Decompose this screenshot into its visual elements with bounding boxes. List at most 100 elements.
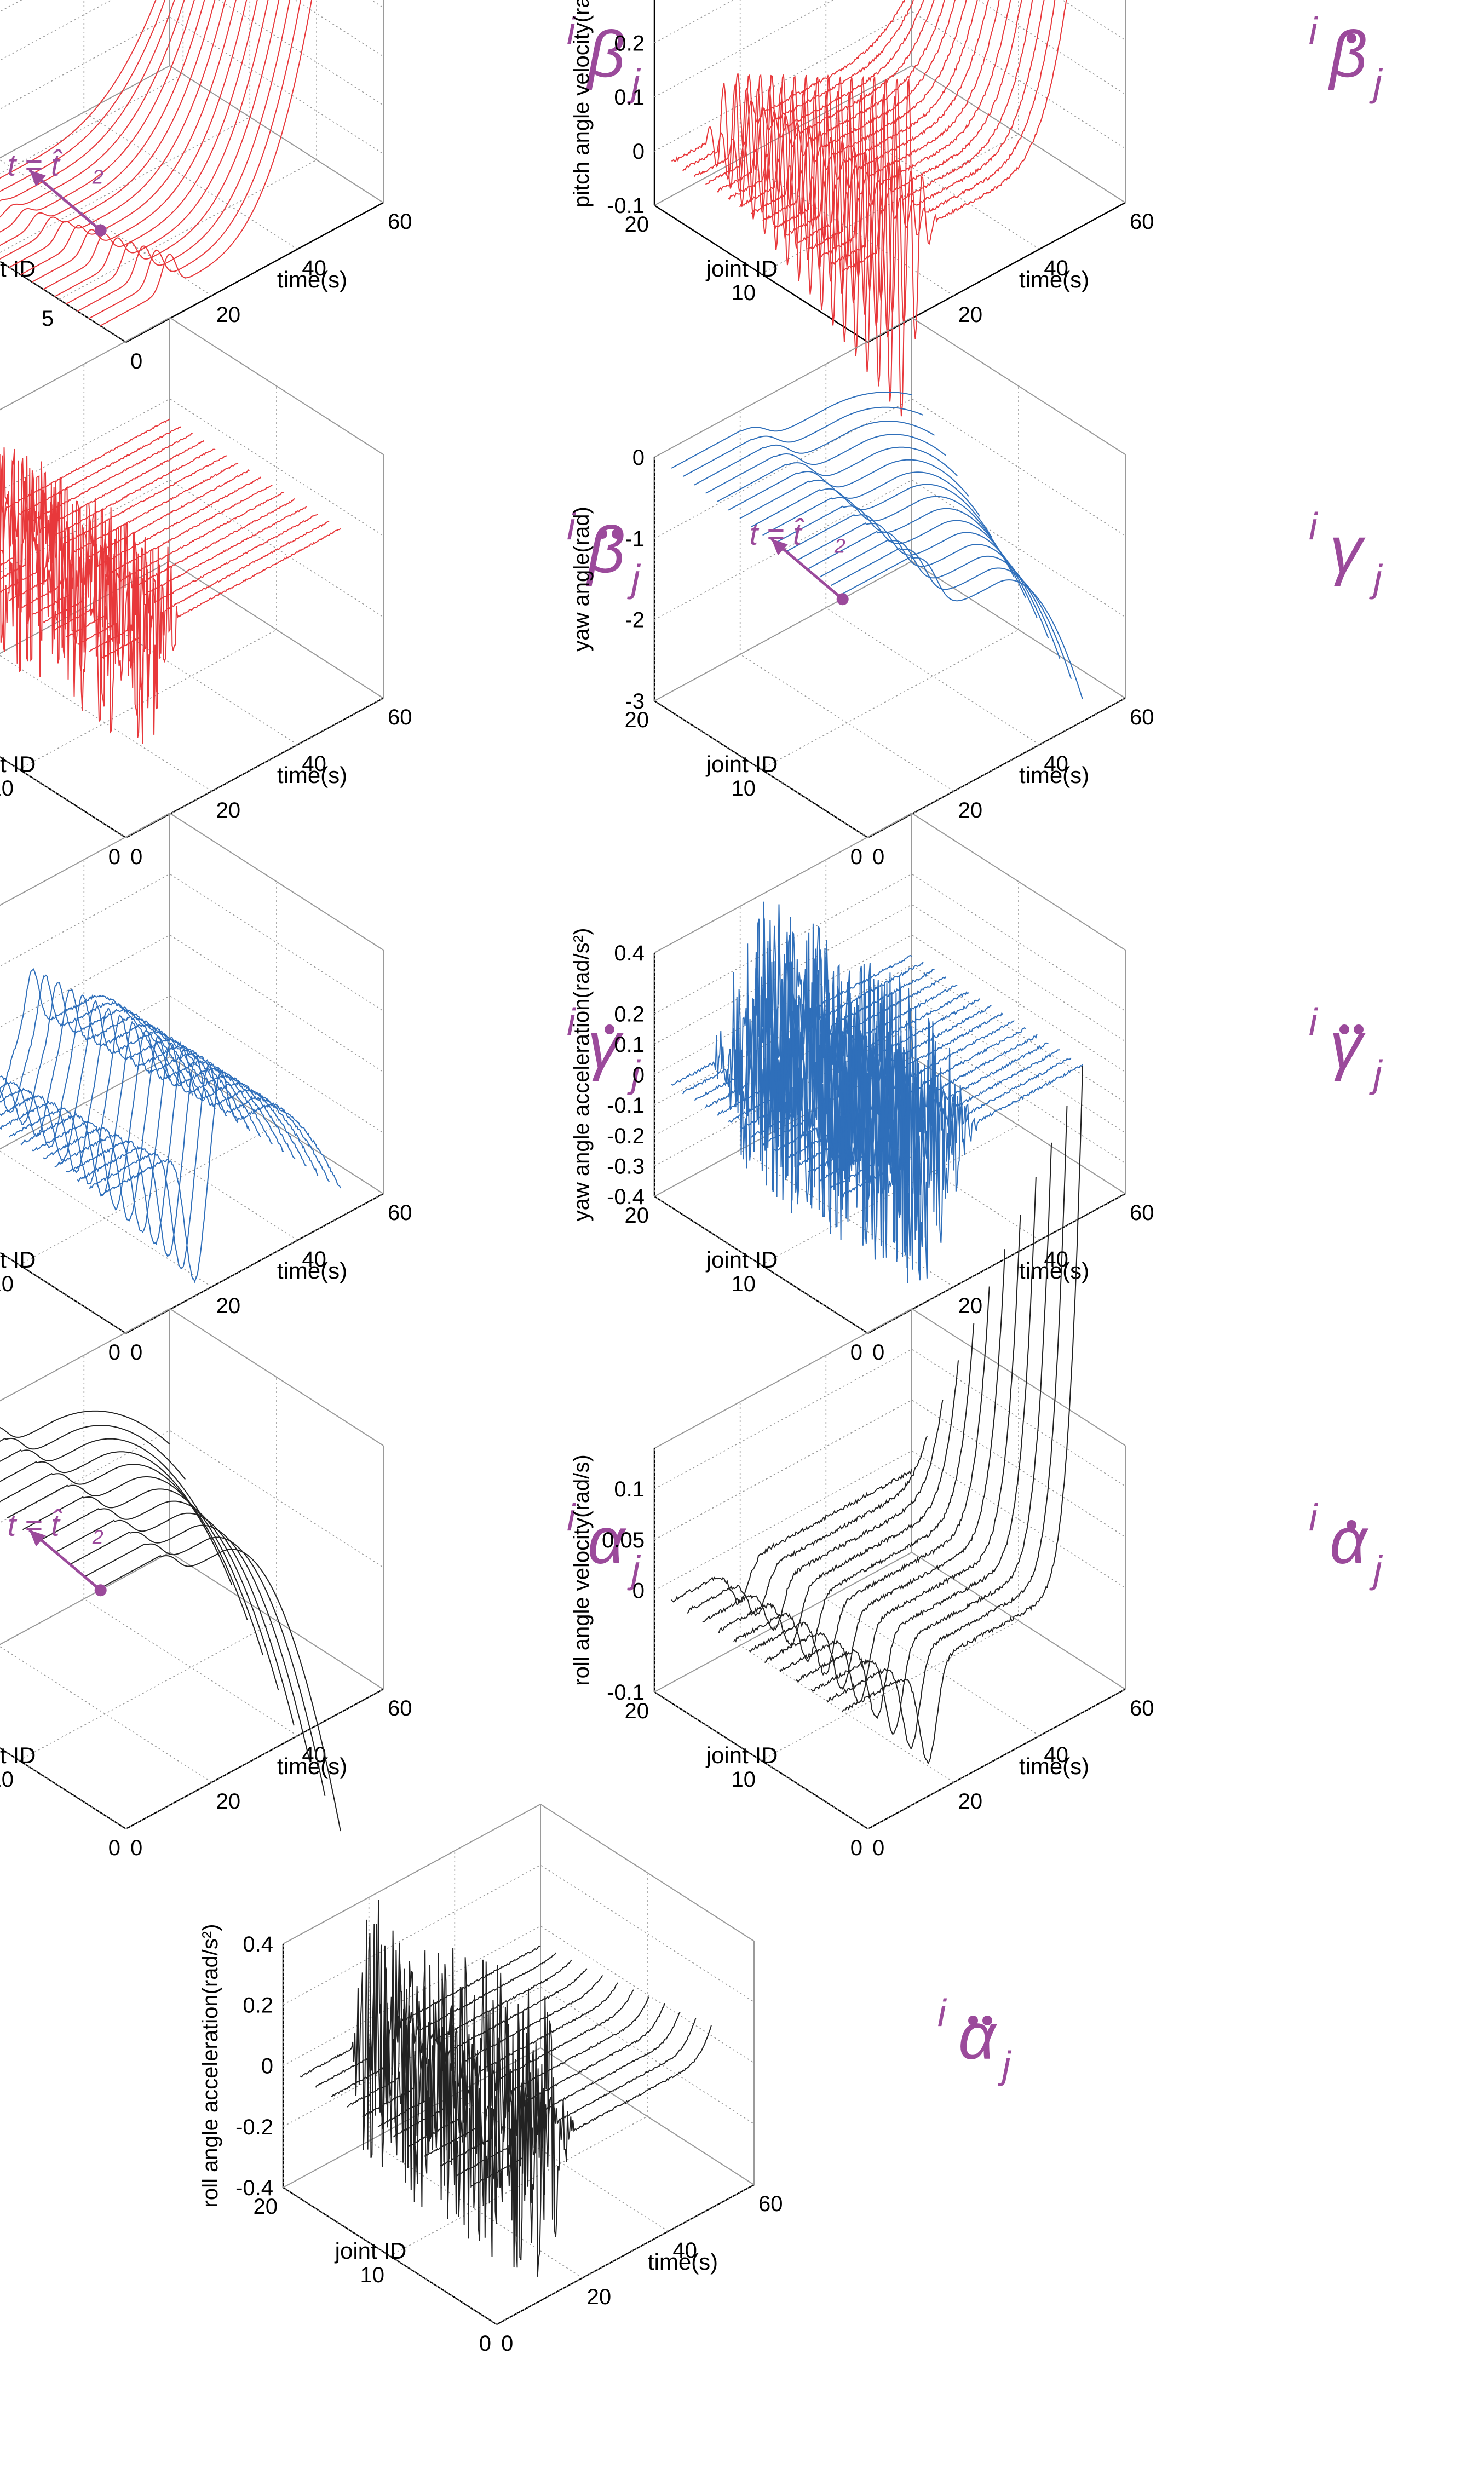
annotation-label: t = t̂ — [8, 148, 63, 182]
x-tick-label: 20 — [958, 1789, 983, 1814]
y-gridline — [654, 65, 1126, 206]
annotation-subscript: 2 — [834, 534, 845, 557]
y-tick-label: -0.3 — [607, 1154, 645, 1178]
x-tick-label: 0 — [130, 349, 142, 373]
series-line — [66, 1048, 307, 1245]
series-line — [0, 455, 227, 677]
series-line — [0, 1451, 217, 1550]
joint-tick-label: 20 — [625, 1204, 649, 1228]
joint-tick-label: 10 — [732, 1768, 756, 1792]
box-edge — [0, 1308, 170, 1402]
series-line — [694, 421, 935, 486]
x-axis-label: time(s) — [1019, 1258, 1089, 1283]
joint-axis-label: joint ID — [0, 256, 36, 281]
series-line — [0, 982, 193, 1125]
box-edge — [0, 813, 170, 906]
joint-gridline — [867, 1193, 1126, 1334]
series-line — [774, 964, 1015, 1246]
y-axis-label: yaw angle(rad) — [570, 506, 594, 652]
series-line — [0, 440, 205, 672]
x-tick-label: 20 — [958, 798, 983, 822]
symbol-main: γ — [1330, 1009, 1366, 1082]
x-tick-label: 20 — [958, 1294, 983, 1318]
derivative-dot — [1347, 33, 1356, 43]
y-tick-label: 0.4 — [243, 1932, 273, 1956]
y-gridline — [654, 1349, 1126, 1489]
x-tick-label: 20 — [216, 1294, 241, 1318]
series-line — [671, 1469, 912, 1604]
x-gridline — [911, 1552, 1126, 1690]
time-axis-line — [125, 202, 384, 343]
x-gridline — [911, 65, 1126, 203]
series-line — [0, 0, 205, 246]
y-gridline — [654, 0, 1126, 97]
x-tick-label: 20 — [216, 303, 241, 327]
series-line — [43, 0, 258, 290]
symbol-main: α — [588, 1504, 627, 1578]
y-gridline — [654, 11, 1126, 152]
annotation-arrowhead — [29, 170, 46, 187]
series-line — [779, 1215, 1021, 1703]
time-axis-line — [867, 202, 1126, 343]
series-line — [20, 476, 262, 697]
y-gridline — [654, 813, 1126, 953]
series-line — [77, 514, 318, 738]
x-tick-label: 60 — [388, 210, 412, 234]
series-line — [739, 0, 967, 281]
x-tick-label: 60 — [388, 1696, 412, 1720]
derivative-dot — [982, 2016, 992, 2025]
symbol-superscript-i: i — [567, 1496, 577, 1539]
symbol-subscript-j: j — [1369, 61, 1383, 104]
series-line — [0, 999, 227, 1162]
series-line — [728, 0, 956, 266]
x-gridline — [740, 1645, 954, 1783]
x-gridline — [0, 1150, 212, 1287]
series-line — [43, 492, 284, 723]
series-line — [88, 520, 330, 744]
y-tick-label: 0 — [261, 2054, 273, 2079]
x-tick-label: 0 — [501, 2332, 513, 2356]
y-gridline — [0, 0, 384, 106]
y-tick-label: 0 — [632, 140, 645, 164]
joint-tick-label: 0 — [108, 845, 120, 869]
joint-tick-label: 20 — [625, 212, 649, 237]
x-gridline — [83, 1103, 298, 1241]
series-line — [53, 1512, 295, 1726]
series-line — [842, 556, 1083, 700]
symbol-superscript-i: i — [567, 1000, 577, 1043]
joint-axis-label: joint ID — [0, 1247, 36, 1273]
joint-axis-label: joint ID — [705, 1742, 778, 1768]
box-edge — [654, 1308, 912, 1449]
series-line — [751, 484, 992, 537]
series-line — [7, 1476, 248, 1620]
x-tick-label: 40 — [1044, 1743, 1068, 1767]
joint-tick-label: 20 — [625, 708, 649, 732]
x-gridline — [654, 1196, 868, 1334]
series-line — [796, 0, 1022, 356]
chart-panel: -0.1 0 0.1 0.2 0.3 20 40 60 10 20 pitch angle velo… — [570, 0, 1383, 417]
derivative-dot — [1347, 1520, 1356, 1530]
x-tick-label: 60 — [388, 1201, 412, 1225]
joint-gridline — [19, 1620, 277, 1761]
joint-axis-line — [0, 261, 126, 343]
joint-tick-label: 5 — [42, 307, 54, 331]
joint-tick-label: 10 — [0, 1272, 14, 1296]
x-gridline — [369, 2140, 583, 2278]
y-gridline — [0, 1552, 384, 1690]
chart-panel: -1-0.50020406001020roll angle(rad)time(s… — [0, 1308, 641, 1860]
x-gridline — [911, 561, 1126, 699]
x-gridline — [0, 655, 212, 792]
y-gridline — [0, 873, 384, 1011]
joint-tick-label: 10 — [0, 776, 14, 801]
series-line — [0, 1410, 170, 1445]
box-edge — [911, 1308, 1126, 1446]
series-line — [84, 1536, 326, 1796]
joint-tick-label: 0 — [850, 1836, 862, 1860]
series-line — [842, 0, 1067, 417]
annotation-dot — [94, 1584, 107, 1597]
joint-tick-label: 10 — [0, 1768, 14, 1792]
box-edge — [0, 1552, 170, 1645]
series-line — [728, 459, 969, 511]
